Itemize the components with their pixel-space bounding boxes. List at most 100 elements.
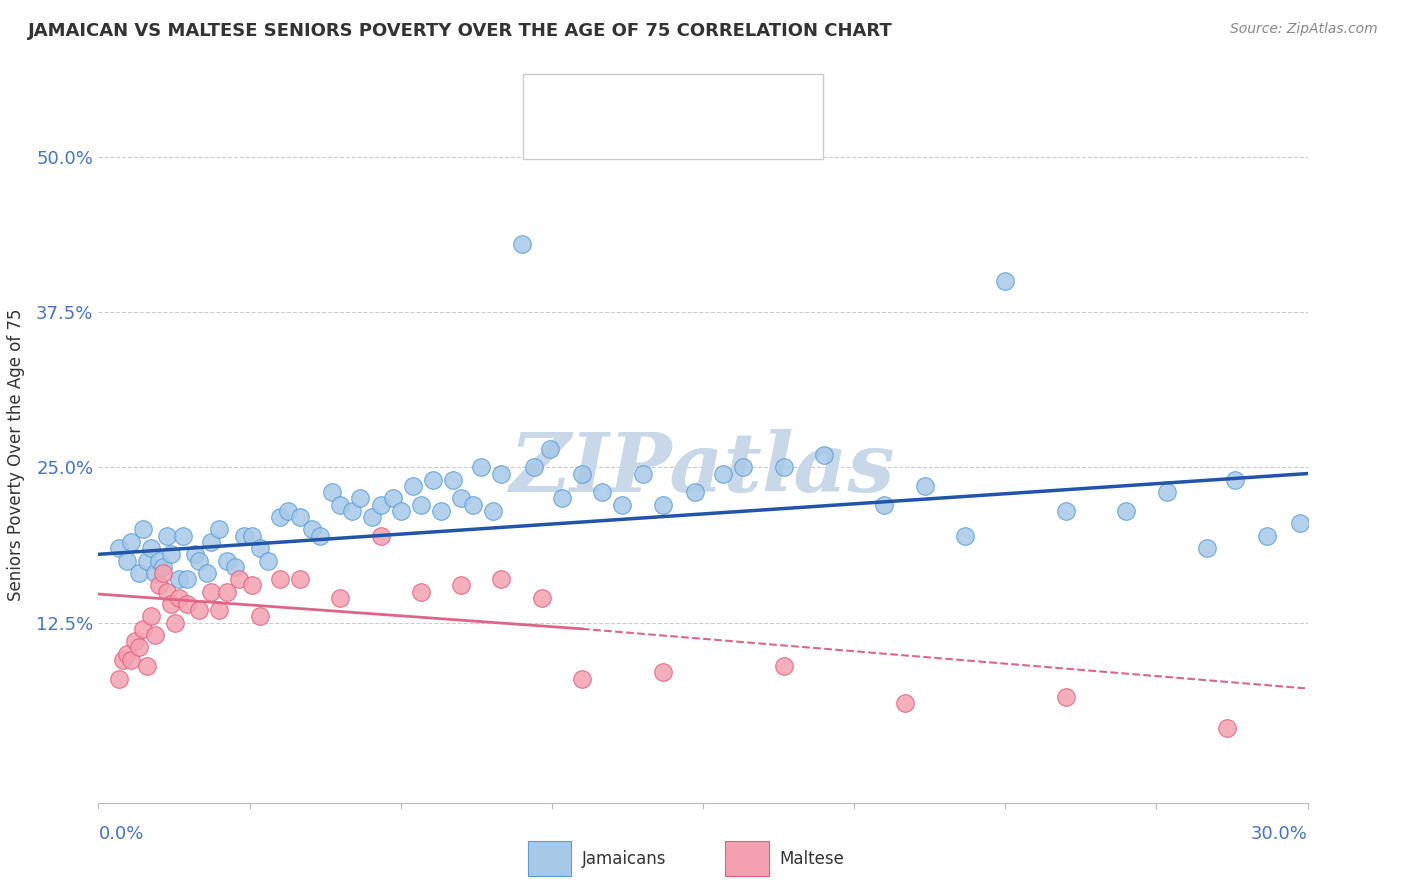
Point (422, 473, 444, 487)
Point (450, 578, 472, 592)
Point (167, 572, 190, 586)
Point (402, 479, 425, 493)
Point (217, 584, 239, 599)
Point (139, 541, 162, 555)
Point (463, 498, 485, 512)
Point (120, 653, 142, 667)
Point (148, 553, 170, 567)
Point (441, 473, 464, 487)
Point (329, 498, 352, 512)
Point (571, 672, 593, 686)
Point (188, 553, 211, 567)
Point (269, 572, 291, 586)
Point (115, 553, 138, 567)
Point (139, 609, 162, 624)
Point (538, 442, 561, 456)
Point (651, 498, 673, 512)
Point (124, 634, 146, 648)
Point (111, 653, 134, 667)
Point (288, 572, 311, 586)
Text: 30.0%: 30.0% (1251, 825, 1308, 843)
Point (152, 566, 174, 580)
Point (143, 566, 166, 580)
Point (288, 510, 311, 524)
Point (200, 584, 222, 599)
Point (873, 498, 896, 512)
Point (128, 566, 150, 580)
Point (733, 460, 755, 475)
Point (107, 672, 129, 686)
Point (240, 529, 263, 543)
Point (381, 491, 404, 506)
Point (470, 460, 492, 475)
Point (370, 498, 392, 512)
Point (277, 504, 299, 518)
Point (591, 485, 613, 500)
Text: 0.0%: 0.0% (98, 825, 143, 843)
Point (342, 504, 364, 518)
Point (115, 647, 138, 661)
Point (530, 591, 553, 605)
Point (184, 547, 207, 561)
Point (156, 584, 179, 599)
Point (143, 628, 166, 642)
Text: R = -0.055: R = -0.055 (588, 127, 678, 145)
Point (135, 659, 157, 673)
Point (152, 559, 174, 574)
Point (132, 523, 155, 537)
Point (1156, 485, 1178, 500)
Point (232, 529, 254, 543)
Point (1223, 473, 1246, 487)
Point (772, 460, 794, 475)
Point (301, 523, 323, 537)
Point (711, 467, 734, 481)
Point (491, 467, 513, 481)
Point (167, 591, 190, 605)
Point (156, 529, 179, 543)
Point (228, 572, 250, 586)
Point (772, 659, 794, 673)
Point (309, 529, 332, 543)
Point (994, 274, 1017, 288)
Point (208, 603, 231, 617)
Text: N = 38: N = 38 (731, 127, 793, 145)
Point (631, 467, 654, 481)
Point (683, 485, 706, 500)
Bar (536, 121, 576, 150)
Point (389, 504, 412, 518)
Bar (527, 841, 571, 876)
Point (651, 665, 673, 680)
Text: R =  0.293: R = 0.293 (588, 86, 678, 103)
Point (953, 529, 976, 543)
Point (1115, 504, 1137, 518)
Point (491, 572, 513, 586)
Point (612, 498, 634, 512)
Point (148, 578, 170, 592)
Point (224, 559, 246, 574)
Point (249, 609, 271, 624)
Point (163, 615, 186, 630)
Point (510, 236, 533, 251)
Bar (536, 80, 576, 109)
Point (1216, 721, 1239, 735)
Text: N = 74: N = 74 (731, 86, 793, 103)
Point (409, 498, 432, 512)
Point (1054, 690, 1077, 705)
Point (1288, 516, 1310, 531)
FancyBboxPatch shape (523, 74, 824, 159)
Point (370, 529, 392, 543)
Point (200, 534, 222, 549)
Point (217, 553, 239, 567)
Point (1256, 529, 1278, 543)
Point (176, 597, 198, 611)
Point (269, 510, 291, 524)
Text: Jamaicans: Jamaicans (582, 849, 666, 868)
Point (571, 467, 593, 481)
Point (914, 479, 936, 493)
Point (249, 541, 271, 555)
Point (172, 529, 194, 543)
Point (256, 553, 278, 567)
Point (160, 597, 183, 611)
Point (120, 534, 142, 549)
Point (176, 572, 198, 586)
